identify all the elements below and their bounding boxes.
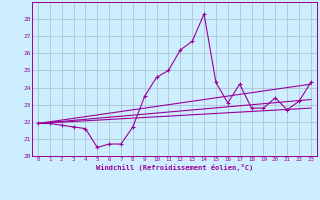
X-axis label: Windchill (Refroidissement éolien,°C): Windchill (Refroidissement éolien,°C): [96, 164, 253, 171]
